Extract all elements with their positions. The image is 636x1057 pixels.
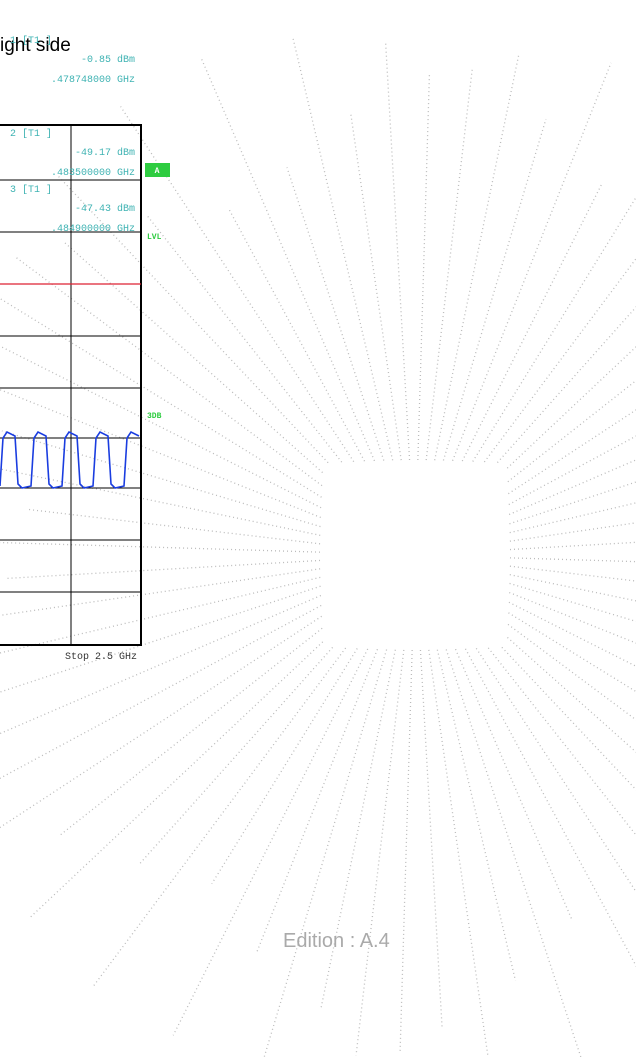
- ray: [286, 167, 385, 461]
- ray: [0, 604, 322, 780]
- ray: [509, 574, 636, 602]
- stop-frequency: Stop 2.5 GHz: [65, 652, 137, 663]
- ray: [508, 459, 636, 516]
- ray: [256, 649, 379, 953]
- ray: [146, 214, 343, 463]
- ray: [399, 649, 413, 1052]
- ray: [417, 72, 431, 461]
- ray: [355, 649, 405, 1056]
- marker-frequency: .483500000 GHz: [51, 168, 135, 179]
- ray: [292, 36, 394, 461]
- ray: [425, 69, 473, 461]
- ray: [0, 615, 322, 829]
- marker-label: 3 [T1 ]: [10, 184, 52, 196]
- ray: [509, 502, 636, 534]
- ray: [172, 648, 369, 1036]
- ray: [483, 257, 636, 463]
- ray: [451, 62, 612, 461]
- ray: [263, 649, 388, 1057]
- ray: [56, 174, 329, 464]
- ray: [454, 648, 573, 921]
- ray: [475, 648, 636, 893]
- ray: [507, 636, 636, 753]
- ray: [384, 40, 411, 461]
- ray: [507, 379, 636, 483]
- ray: [120, 106, 355, 462]
- ray: [509, 481, 636, 525]
- ray: [419, 649, 443, 1028]
- ray: [0, 568, 321, 617]
- ray: [508, 435, 636, 506]
- ray: [201, 58, 376, 462]
- heading: ight side: [0, 35, 71, 56]
- marker-info: 1 [T1 ] -0.85 dBm .478748000 GHz 2 [T1 ] -49…: [10, 35, 135, 235]
- ray: [28, 641, 324, 920]
- ray: [0, 585, 321, 693]
- ray: [508, 601, 636, 667]
- ray: [91, 647, 347, 988]
- marker-level: -0.85 dBm: [81, 54, 135, 66]
- marker-label: 1 [T1 ]: [10, 35, 52, 47]
- decor-rays: [0, 36, 636, 1057]
- ray: [138, 647, 334, 865]
- ray: [0, 576, 321, 654]
- ray: [509, 565, 636, 582]
- ray: [501, 646, 636, 791]
- ray: [507, 623, 636, 721]
- ray: [0, 388, 321, 519]
- ray: [0, 541, 321, 553]
- side-label: 3DB: [147, 412, 162, 421]
- ray: [14, 255, 323, 487]
- ray: [509, 582, 636, 623]
- ray: [228, 208, 366, 462]
- ray: [509, 591, 636, 644]
- marker-level: -49.17 dBm: [75, 147, 135, 159]
- ray: [349, 112, 402, 461]
- ray: [0, 468, 321, 536]
- ray: [5, 559, 321, 580]
- plot-grid: [0, 125, 141, 645]
- ray: [428, 649, 489, 1057]
- ray: [445, 649, 582, 1057]
- ray: [434, 55, 520, 461]
- ray: [0, 345, 322, 509]
- edition: Edition : A.4: [283, 930, 390, 952]
- ray: [464, 648, 636, 968]
- ray: [509, 557, 636, 563]
- ray: [508, 409, 636, 495]
- side-label: LVL: [147, 233, 162, 242]
- ray: [487, 647, 636, 837]
- badge: A: [155, 167, 160, 176]
- badge-box: [145, 163, 170, 177]
- ray: [0, 594, 322, 735]
- marker-frequency: .484900000 GHz: [51, 224, 135, 235]
- marker-label: 2 [T1 ]: [10, 128, 52, 140]
- ray: [506, 345, 636, 469]
- ray: [211, 648, 358, 885]
- ray: [508, 612, 636, 693]
- plot-frame: [0, 124, 142, 646]
- ray: [509, 541, 636, 551]
- trace: [0, 430, 140, 489]
- ray: [509, 522, 636, 542]
- marker-frequency: .478748000 GHz: [51, 75, 135, 86]
- ray: [63, 241, 323, 474]
- marker-level: -47.43 dBm: [75, 203, 135, 215]
- ray: [436, 649, 517, 981]
